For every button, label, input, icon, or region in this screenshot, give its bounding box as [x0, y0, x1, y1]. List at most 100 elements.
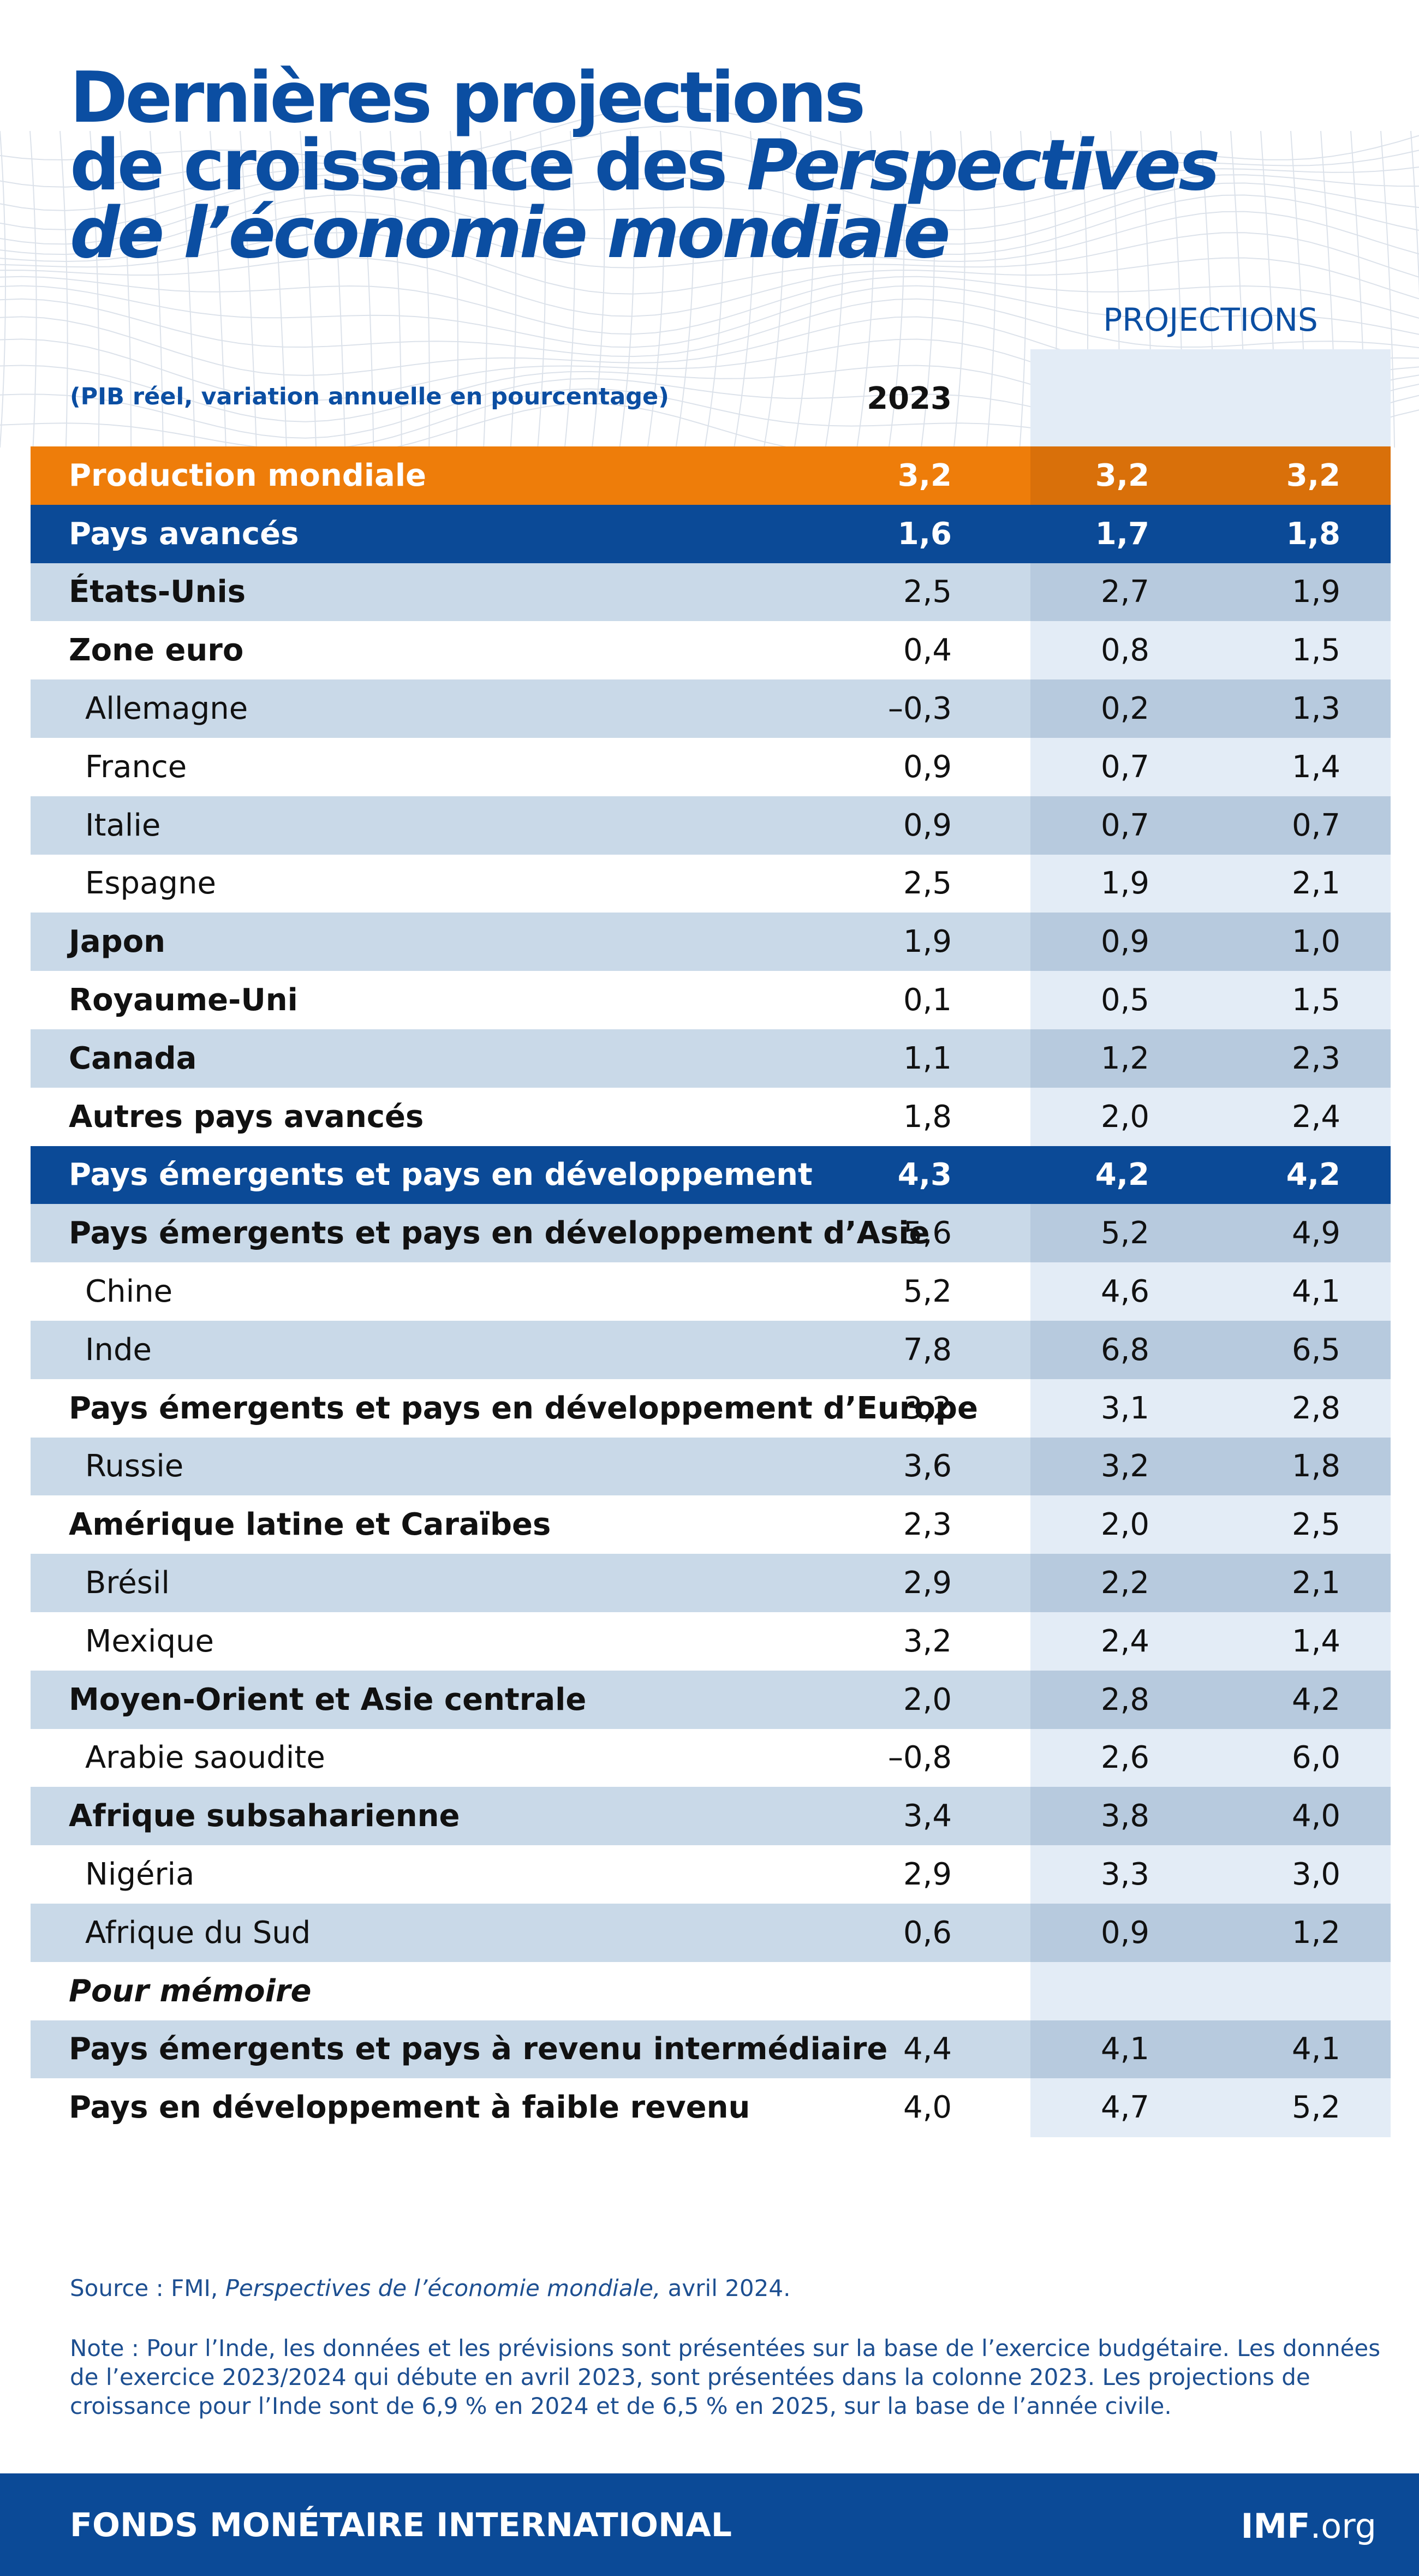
- title-line-3: de l’économie mondiale: [70, 193, 951, 274]
- value-2025: 2,5: [1291, 1507, 1340, 1543]
- table-subtitle: (PIB réel, variation annuelle en pourcen…: [70, 383, 669, 410]
- row-label: Zone euro: [69, 633, 244, 669]
- value-2025: 4,2: [1286, 1157, 1340, 1193]
- value-2023: 3,2: [903, 1390, 952, 1426]
- value-2023: 3,6: [903, 1448, 952, 1484]
- value-2025: 1,2: [1291, 1915, 1340, 1951]
- table-row: Pays émergents et pays en développement …: [31, 1204, 1391, 1263]
- row-label: France: [85, 749, 187, 785]
- value-2025: 4,1: [1291, 2031, 1340, 2067]
- row-label: Royaume-Uni: [69, 982, 298, 1018]
- projection-cell-shade: [1030, 1670, 1391, 1729]
- value-2024: 0,8: [1100, 633, 1149, 669]
- row-label: Autres pays avancés: [69, 1099, 424, 1135]
- value-2023: 1,8: [903, 1099, 952, 1135]
- row-label: Moyen-Orient et Asie centrale: [69, 1681, 587, 1718]
- value-2025: 1,9: [1291, 574, 1340, 610]
- value-2024: 2,8: [1100, 1681, 1149, 1718]
- value-2024: 6,8: [1100, 1332, 1149, 1368]
- table-row: États-Unis 2,5 2,7 1,9: [31, 563, 1391, 622]
- value-2025: 1,0: [1291, 924, 1340, 960]
- value-2024: 2,4: [1100, 1623, 1149, 1659]
- source-suffix: avril 2024.: [660, 2275, 791, 2301]
- value-2024: 4,7: [1100, 2090, 1149, 2126]
- footnote-line-2: de l’exercice 2023/2024 qui débute en av…: [70, 2364, 1310, 2390]
- value-2023: 1,1: [903, 1040, 952, 1076]
- table-row: Brésil 2,9 2,2 2,1: [31, 1554, 1391, 1612]
- title-line-2: de croissance des Perspectives: [70, 131, 1325, 201]
- value-2025: 4,1: [1291, 1274, 1340, 1310]
- value-2023: 4,4: [903, 2031, 952, 2067]
- projection-cell-shade: [1030, 796, 1391, 855]
- projection-cell-shade: [1030, 1320, 1391, 1379]
- value-2025: 4,2: [1291, 1681, 1340, 1718]
- value-2025: 2,4: [1291, 1099, 1340, 1135]
- source-note: Source : FMI, Perspectives de l’économie…: [70, 2275, 1369, 2301]
- projection-cell-shade: [1030, 1204, 1391, 1263]
- value-2023: 2,5: [903, 574, 952, 610]
- table-row: Pays émergents et pays en développement 4…: [31, 1146, 1391, 1204]
- value-2025: 1,4: [1291, 1623, 1340, 1659]
- title-line-2-italic: Perspectives: [747, 125, 1220, 206]
- value-2024: 2,2: [1100, 1565, 1149, 1601]
- value-2024: 3,2: [1100, 1448, 1149, 1484]
- projection-cell-shade: [1030, 446, 1391, 505]
- table-row: Canada 1,1 1,2 2,3: [31, 1029, 1391, 1088]
- footer-website-link[interactable]: IMF.org: [1241, 2506, 1376, 2546]
- value-2023: –0,8: [887, 1740, 952, 1776]
- table-row: Mexique 3,2 2,4 1,4: [31, 1612, 1391, 1671]
- value-2025: 2,3: [1291, 1040, 1340, 1076]
- value-2024: 2,0: [1100, 1099, 1149, 1135]
- table-row: Espagne 2,5 1,9 2,1: [31, 855, 1391, 913]
- value-2025: 6,0: [1291, 1740, 1340, 1776]
- value-2025: 1,5: [1291, 982, 1340, 1018]
- value-2025: 6,5: [1291, 1332, 1340, 1368]
- projection-cell-shade: [1030, 1146, 1391, 1204]
- footnote-line-3: croissance pour l’Inde sont de 6,9 % en …: [70, 2393, 1172, 2419]
- value-2024: 0,9: [1100, 924, 1149, 960]
- value-2024: 0,7: [1100, 807, 1149, 843]
- value-2023: 1,6: [897, 516, 952, 552]
- value-2025: 1,4: [1291, 749, 1340, 785]
- value-2023: 2,0: [903, 1681, 952, 1718]
- value-2024: 3,3: [1100, 1857, 1149, 1893]
- table-row: Autres pays avancés 1,8 2,0 2,4: [31, 1088, 1391, 1146]
- table-row: Allemagne –0,3 0,2 1,3: [31, 679, 1391, 738]
- footnote: Note : Pour l’Inde, les données et les p…: [70, 2334, 1381, 2420]
- projection-cell-shade: [1030, 504, 1391, 563]
- row-label: Italie: [85, 807, 161, 843]
- row-label: Pays émergents et pays à revenu interméd…: [69, 2031, 888, 2067]
- growth-table: Production mondiale 3,2 3,2 3,2 Pays avancés…: [31, 446, 1391, 2137]
- projection-cell-shade: [1030, 1437, 1391, 1496]
- value-2024: 3,2: [1095, 457, 1149, 493]
- row-label: Pays avancés: [69, 516, 299, 552]
- row-label: Afrique subsaharienne: [69, 1798, 460, 1834]
- value-2024: 2,7: [1100, 574, 1149, 610]
- table-row: Nigéria 2,9 3,3 3,0: [31, 1845, 1391, 1904]
- year-header-2023: 2023: [867, 381, 952, 416]
- table-row: Chine 5,2 4,6 4,1: [31, 1262, 1391, 1321]
- projection-cell-shade: [1030, 1787, 1391, 1846]
- value-2023: 3,2: [897, 457, 952, 493]
- row-label: Inde: [85, 1332, 152, 1368]
- row-label: Amérique latine et Caraïbes: [69, 1507, 551, 1543]
- table-row: Pour mémoire: [31, 1961, 1391, 2020]
- table-row: Russie 3,6 3,2 1,8: [31, 1437, 1391, 1496]
- value-2025: 3,2: [1286, 457, 1340, 493]
- title-line-2-prefix: de croissance des: [70, 125, 747, 206]
- source-prefix: Source : FMI,: [70, 2275, 225, 2301]
- value-2025: 2,1: [1291, 866, 1340, 902]
- row-label: Pays émergents et pays en développement …: [69, 1215, 930, 1251]
- value-2023: 0,6: [903, 1915, 952, 1951]
- value-2025: 0,7: [1291, 807, 1340, 843]
- table-row: Royaume-Uni 0,1 0,5 1,5: [31, 971, 1391, 1029]
- value-2024: 1,9: [1100, 866, 1149, 902]
- footnote-line-1: Note : Pour l’Inde, les données et les p…: [70, 2335, 1381, 2362]
- table-row: Amérique latine et Caraïbes 2,3 2,0 2,5: [31, 1495, 1391, 1554]
- value-2025: 5,2: [1291, 2090, 1340, 2126]
- table-row: Moyen-Orient et Asie centrale 2,0 2,8 4,2: [31, 1670, 1391, 1729]
- row-label: Brésil: [85, 1565, 170, 1601]
- value-2024: 0,2: [1100, 691, 1149, 727]
- projection-cell-shade: [1030, 2020, 1391, 2079]
- value-2023: 7,8: [903, 1332, 952, 1368]
